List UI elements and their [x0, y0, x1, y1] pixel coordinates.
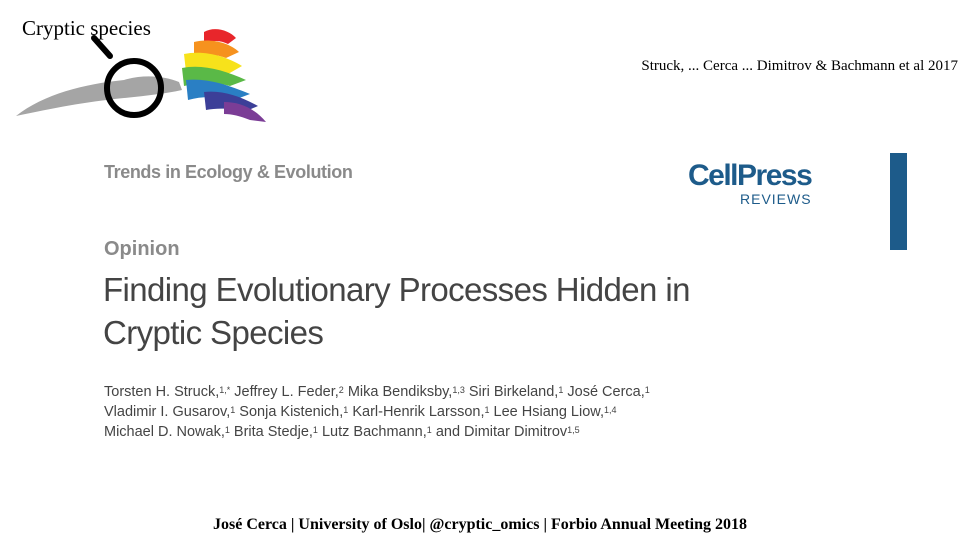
article-title: Finding Evolutionary Processes Hidden in…: [103, 268, 690, 354]
author-affiliation: 1: [558, 385, 564, 395]
author-name: Brita Stedje,: [233, 424, 313, 440]
author-name: Siri Birkeland,: [468, 384, 559, 400]
journal-name: Trends in Ecology & Evolution: [104, 162, 353, 182]
publisher-name: CellPress: [688, 159, 813, 192]
author-name: Mika Bendiksby,: [347, 384, 453, 400]
author-name: José Cerca,: [567, 384, 645, 400]
author-list: Torsten H. Struck,1,* Jeffrey L. Feder,2…: [104, 382, 650, 442]
publisher-subtitle: REVIEWS: [740, 191, 812, 207]
author-line: Michael D. Nowak,1 Brita Stedje,1 Lutz B…: [104, 422, 650, 442]
author-name: Lutz Bachmann,: [321, 424, 427, 440]
publisher-logo: CellPress REVIEWS: [688, 159, 813, 207]
author-name: Vladimir I. Gusarov,: [104, 404, 231, 420]
author-name: Michael D. Nowak,: [104, 424, 225, 440]
article-type: Opinion: [104, 238, 180, 260]
author-affiliation: 1,4: [603, 405, 617, 415]
slide-footer: José Cerca | University of Oslo| @crypti…: [213, 516, 747, 533]
author-affiliation: 1: [644, 385, 650, 395]
author-name: and Dimitar Dimitrov: [435, 424, 568, 440]
slide-title: Cryptic species: [22, 16, 151, 40]
author-line: Torsten H. Struck,1,* Jeffrey L. Feder,2…: [104, 382, 650, 402]
author-affiliation: 1: [426, 425, 432, 435]
citation: Struck, ... Cerca ... Dimitrov & Bachman…: [641, 58, 958, 74]
author-affiliation: 1: [230, 405, 236, 415]
author-affiliation: 1: [224, 425, 230, 435]
author-name: Torsten H. Struck,: [104, 384, 220, 400]
author-affiliation: 1: [343, 405, 349, 415]
accent-bar: [890, 153, 907, 250]
author-line: Vladimir I. Gusarov,1 Sonja Kistenich,1 …: [104, 402, 650, 422]
author-affiliation: 1,3: [452, 385, 465, 395]
author-affiliation: 1: [484, 405, 490, 415]
magnifier-over-rainbow-animals-icon: [16, 29, 266, 122]
author-name: Lee Hsiang Liow,: [493, 404, 604, 420]
article-title-line: Cryptic Species: [103, 314, 324, 351]
author-affiliation: 1: [312, 425, 318, 435]
article-title-line: Finding Evolutionary Processes Hidden in: [103, 271, 690, 308]
author-name: Sonja Kistenich,: [239, 404, 344, 420]
author-name: Karl-Henrik Larsson,: [352, 404, 485, 420]
author-name: Jeffrey L. Feder,: [234, 384, 339, 400]
author-affiliation: 1,5: [567, 425, 580, 435]
author-affiliation: 2: [338, 385, 344, 395]
author-affiliation: 1,*: [219, 385, 231, 395]
